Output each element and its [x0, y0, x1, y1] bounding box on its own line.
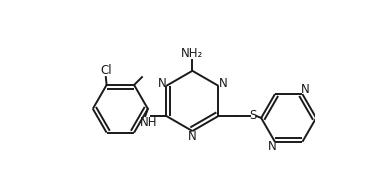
Text: N: N [268, 140, 277, 153]
Text: Cl: Cl [100, 64, 112, 77]
Text: N: N [158, 77, 166, 90]
Text: N: N [219, 77, 227, 90]
Text: N: N [301, 83, 309, 96]
Text: NH₂: NH₂ [181, 47, 204, 60]
Text: N: N [188, 130, 197, 143]
Text: NH: NH [140, 116, 158, 129]
Text: S: S [250, 109, 257, 122]
